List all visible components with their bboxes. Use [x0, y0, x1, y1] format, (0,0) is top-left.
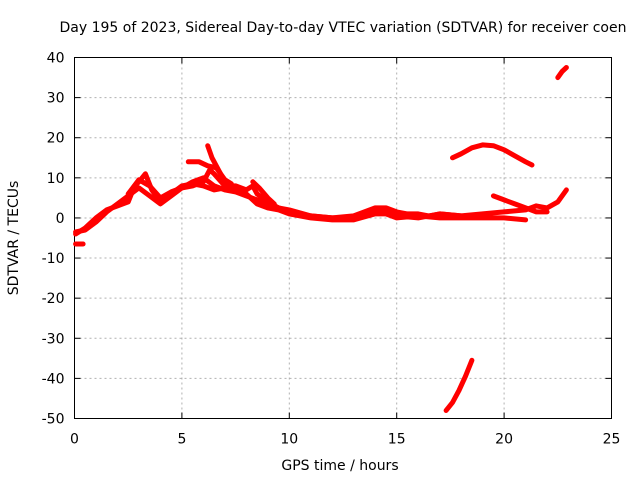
x-tick-label: 15: [388, 432, 406, 448]
x-tick-label: 0: [70, 432, 79, 448]
y-tick-label: 40: [47, 51, 65, 67]
series-line-g: [490, 193, 550, 215]
x-tick-label: 20: [495, 432, 513, 448]
y-tick-label: 10: [47, 171, 65, 187]
grid-lines: [74, 57, 612, 419]
series-line-c: [125, 167, 464, 221]
x-tick-label: 5: [177, 432, 186, 448]
y-tick-label: 30: [47, 91, 65, 107]
y-tick-label: -30: [42, 331, 65, 347]
series-line-e: [205, 143, 228, 185]
y-tick-label: 20: [47, 131, 65, 147]
series-line-h: [450, 142, 535, 168]
y-tick-label: 0: [56, 211, 65, 227]
series-group: [73, 65, 569, 413]
x-tick-label: 25: [603, 432, 621, 448]
series-line-k: [443, 357, 475, 413]
y-tick-label: -40: [42, 371, 65, 387]
y-tick-label: -10: [42, 251, 65, 267]
y-tick-label: -50: [42, 412, 65, 428]
series-line-j: [555, 65, 569, 81]
x-axis-label: GPS time / hours: [281, 458, 398, 474]
y-tick-label: -20: [42, 291, 65, 307]
y-axis-label: SDTVAR / TECUs: [6, 181, 22, 296]
series-line-f: [250, 179, 277, 207]
x-tick-label: 10: [280, 432, 298, 448]
plot-border: [74, 57, 612, 419]
axis-ticks: 0 5 10 15 20 25 -50 -40 -30 -20 -10 0 10 20 30 40: [42, 51, 621, 448]
chart-title: Day 195 of 2023, Sidereal Day-to-day VTE…: [60, 20, 627, 36]
